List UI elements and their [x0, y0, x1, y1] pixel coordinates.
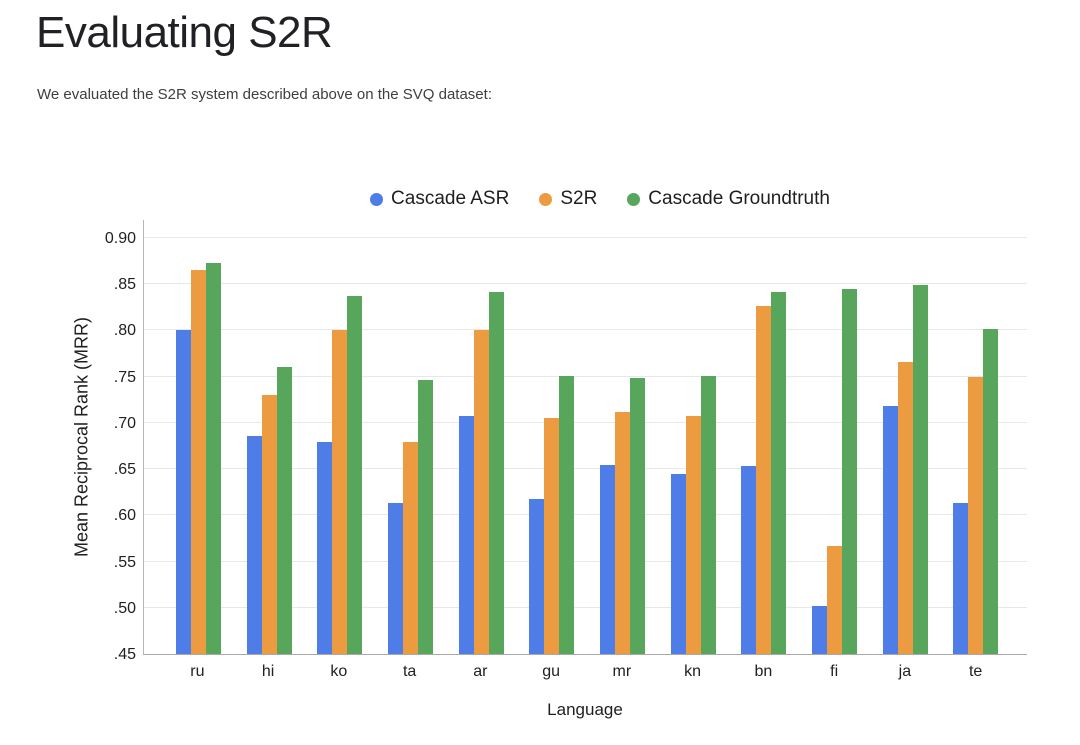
x-label-hi: hi: [261, 663, 275, 680]
bar-s2r-ja: [897, 361, 913, 654]
bar-s2r-ko: [332, 330, 348, 654]
bar-group-ta: [375, 380, 446, 654]
bar-cascade-asr-mr: [599, 465, 615, 654]
x-label-bn: bn: [754, 663, 773, 680]
bar-group-mr: [587, 377, 658, 654]
bar-group-ja: [870, 285, 941, 654]
legend-label-s2r: S2R: [560, 188, 598, 209]
gridline: [144, 606, 1027, 608]
bar-group-gu: [516, 375, 587, 654]
y-tick-label: .50: [113, 599, 136, 617]
bar-cascade-groundtruth-hi: [276, 366, 292, 654]
bar-s2r-hi: [261, 395, 277, 654]
bar-cascade-asr-ko: [317, 442, 333, 654]
bar-s2r-mr: [614, 411, 630, 654]
y-tick-label: 0.90: [104, 230, 136, 247]
bar-cascade-groundtruth-ko: [347, 296, 363, 654]
bar-cascade-groundtruth-gu: [559, 375, 575, 654]
bar-cascade-asr-gu: [529, 498, 545, 654]
bar-cascade-asr-te: [953, 503, 969, 654]
bar-group-ko: [304, 296, 375, 654]
bar-cascade-asr-ar: [458, 415, 474, 654]
legend-item-cascade-groundtruth: Cascade Groundtruth: [627, 188, 830, 210]
gridline: [144, 283, 1027, 285]
x-label-ja: ja: [898, 663, 912, 680]
gridline: [144, 375, 1027, 377]
x-label-ta: ta: [402, 663, 417, 680]
bar-cascade-groundtruth-te: [983, 328, 999, 654]
legend-swatch-s2r-icon: [539, 192, 553, 206]
x-axis-labels: ru hi ko ta ar gu mr kn bn fi ja te: [143, 663, 1027, 681]
legend-item-cascade-asr: Cascade ASR: [370, 188, 509, 210]
bar-cascade-asr-hi: [246, 435, 262, 654]
bar-cascade-asr-bn: [741, 466, 757, 654]
gridline: [144, 560, 1027, 562]
bar-cascade-groundtruth-ta: [417, 380, 433, 654]
gridline: [144, 237, 1027, 238]
y-tick-label: .45: [113, 646, 136, 663]
y-tick-label: .80: [113, 322, 136, 340]
bar-cascade-groundtruth-ar: [488, 291, 504, 654]
bar-group-ar: [446, 291, 517, 654]
bar-cascade-groundtruth-ja: [912, 285, 928, 654]
bar-group-te: [940, 328, 1011, 654]
y-tick-label: .65: [113, 461, 136, 479]
y-axis-ticks: 0.90 .85 .80 .75 .70 .65 .60 .55 .50 .45: [0, 220, 136, 663]
page-title: Evaluating S2R: [36, 8, 333, 57]
bars-row: [144, 220, 1027, 654]
x-label-ru: ru: [190, 663, 205, 680]
bar-group-ru: [163, 263, 234, 654]
bar-group-kn: [658, 375, 729, 654]
bar-cascade-asr-fi: [811, 605, 827, 654]
y-tick-label: .85: [113, 276, 136, 294]
x-label-kn: kn: [684, 663, 702, 680]
bar-s2r-bn: [756, 305, 772, 654]
y-tick-label: .55: [113, 553, 136, 571]
bar-group-bn: [728, 291, 799, 654]
x-label-ar: ar: [473, 663, 488, 680]
gridline: [144, 514, 1027, 516]
legend-item-s2r: S2R: [539, 188, 597, 210]
gridline: [144, 468, 1027, 470]
x-label-fi: fi: [830, 663, 839, 680]
bar-cascade-asr-ru: [175, 330, 191, 654]
y-tick-label: .75: [113, 368, 136, 386]
bar-cascade-asr-ja: [882, 406, 898, 654]
x-label-mr: mr: [612, 663, 632, 680]
chart-legend: Cascade ASR S2R Cascade Groundtruth: [143, 188, 1057, 210]
x-label-te: te: [968, 663, 983, 680]
y-tick-label: .70: [113, 414, 136, 432]
legend-label-cascade-groundtruth: Cascade Groundtruth: [648, 188, 830, 209]
bar-cascade-groundtruth-kn: [700, 375, 716, 654]
bar-cascade-groundtruth-mr: [629, 377, 645, 654]
bar-cascade-groundtruth-bn: [771, 291, 787, 654]
bar-s2r-fi: [826, 545, 842, 654]
legend-label-cascade-asr: Cascade ASR: [391, 188, 510, 209]
bar-s2r-gu: [544, 418, 560, 654]
y-tick-label: .60: [113, 507, 136, 525]
page-subtitle: We evaluated the S2R system described ab…: [37, 86, 492, 103]
legend-swatch-cascade-groundtruth-icon: [627, 192, 641, 206]
bar-group-hi: [234, 366, 305, 654]
bar-cascade-asr-ta: [387, 503, 403, 654]
bar-s2r-ta: [402, 442, 418, 654]
bar-s2r-ar: [473, 330, 489, 654]
legend-swatch-cascade-asr-icon: [370, 192, 384, 206]
bar-s2r-te: [968, 376, 984, 654]
plot-area: [143, 220, 1027, 655]
x-label-ko: ko: [330, 663, 348, 680]
bar-cascade-asr-kn: [670, 473, 686, 654]
bar-cascade-groundtruth-fi: [841, 288, 857, 654]
x-label-gu: gu: [542, 663, 561, 680]
gridline: [144, 421, 1027, 423]
bar-group-fi: [799, 288, 870, 654]
gridline: [144, 329, 1027, 331]
bar-s2r-kn: [685, 416, 701, 654]
bar-s2r-ru: [190, 270, 206, 654]
x-axis-title: Language: [547, 700, 623, 719]
bar-cascade-groundtruth-ru: [205, 263, 221, 654]
